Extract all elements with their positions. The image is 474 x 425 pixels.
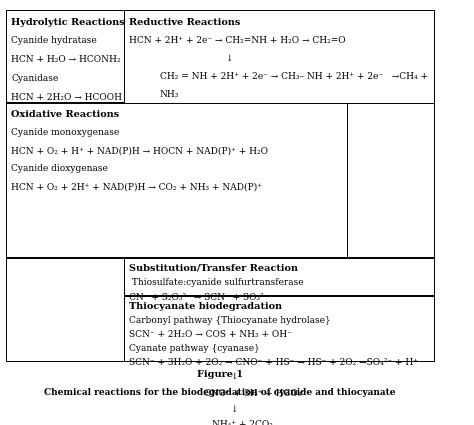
Text: Carbonyl pathway {Thiocyanate hydrolase}: Carbonyl pathway {Thiocyanate hydrolase} (129, 316, 330, 325)
Text: Cyanide dioxygenase: Cyanide dioxygenase (11, 164, 108, 173)
FancyBboxPatch shape (124, 296, 434, 361)
Text: HCN + 2H₂O → HCOOH: HCN + 2H₂O → HCOOH (11, 93, 122, 102)
FancyBboxPatch shape (6, 103, 347, 257)
Text: CH₂ = NH + 2H⁺ + 2e⁻ → CH₃– NH + 2H⁺ + 2e⁻   →CH₄ +: CH₂ = NH + 2H⁺ + 2e⁻ → CH₃– NH + 2H⁺ + 2… (160, 71, 428, 80)
Text: Reductive Reactions: Reductive Reactions (129, 17, 240, 26)
FancyBboxPatch shape (6, 11, 201, 102)
Text: ↓: ↓ (230, 404, 237, 414)
FancyBboxPatch shape (347, 103, 434, 257)
Text: ↓: ↓ (226, 54, 233, 62)
FancyBboxPatch shape (124, 258, 434, 295)
Text: Cyanidase: Cyanidase (11, 74, 58, 83)
Text: Thiosulfate:cyanide sulfurtransferase: Thiosulfate:cyanide sulfurtransferase (129, 278, 303, 287)
Text: CN⁻ + S₂O₃²⁻ → SCN⁻ + SO₃²⁻: CN⁻ + S₂O₃²⁻ → SCN⁻ + SO₃²⁻ (129, 293, 268, 302)
Text: Cyanide monoxygenase: Cyanide monoxygenase (11, 128, 119, 137)
Text: Oxidative Reactions: Oxidative Reactions (11, 110, 119, 119)
Text: Chemical reactions for the biodegradation of cyanide and thiocyanate: Chemical reactions for the biodegradatio… (45, 388, 396, 397)
Text: Thiocyanate biodegradation: Thiocyanate biodegradation (129, 302, 282, 311)
Text: CNO⁻ + 3H⁺ + HCO₃⁻: CNO⁻ + 3H⁺ + HCO₃⁻ (203, 389, 306, 398)
Text: ↓: ↓ (230, 372, 237, 381)
Text: Substitution/Transfer Reaction: Substitution/Transfer Reaction (129, 264, 298, 272)
Text: Cyanate pathway {cyanase}: Cyanate pathway {cyanase} (129, 344, 260, 353)
Text: HCN + O₂ + 2H⁺ + NAD(P)H → CO₂ + NH₃ + NAD(P)⁺: HCN + O₂ + 2H⁺ + NAD(P)H → CO₂ + NH₃ + N… (11, 182, 262, 191)
Text: Cyanide hydratase: Cyanide hydratase (11, 36, 97, 45)
Text: HCN + H₂O → HCONH₂: HCN + H₂O → HCONH₂ (11, 55, 121, 64)
Text: Figure 1: Figure 1 (197, 371, 243, 380)
Text: HCN + 2H⁺ + 2e⁻ → CH₂=NH + H₂O → CH₂=O: HCN + 2H⁺ + 2e⁻ → CH₂=NH + H₂O → CH₂=O (129, 36, 346, 45)
FancyBboxPatch shape (6, 258, 124, 361)
Text: SCN⁻ + 3H₂O + 2O₂ → CNO⁻ + HS⁻ → HS⁻ + 2O₂ →SO₄²⁻ + H⁺: SCN⁻ + 3H₂O + 2O₂ → CNO⁻ + HS⁻ → HS⁻ + 2… (129, 358, 418, 367)
Text: NH₄⁺ + 2CO₂: NH₄⁺ + 2CO₂ (212, 420, 273, 425)
Text: SCN⁻ + 2H₂O → COS + NH₃ + OH⁻: SCN⁻ + 2H₂O → COS + NH₃ + OH⁻ (129, 330, 292, 339)
Text: HCN + O₂ + H⁺ + NAD(P)H → HOCN + NAD(P)⁺ + H₂O: HCN + O₂ + H⁺ + NAD(P)H → HOCN + NAD(P)⁺… (11, 146, 268, 155)
Text: NH₃: NH₃ (160, 90, 179, 99)
Text: Hydrolytic Reactions: Hydrolytic Reactions (11, 17, 125, 26)
FancyBboxPatch shape (124, 11, 434, 171)
